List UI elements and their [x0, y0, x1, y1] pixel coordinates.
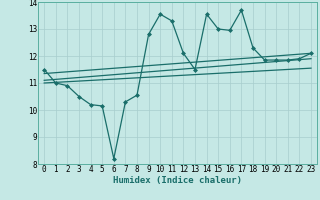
X-axis label: Humidex (Indice chaleur): Humidex (Indice chaleur) [113, 176, 242, 185]
